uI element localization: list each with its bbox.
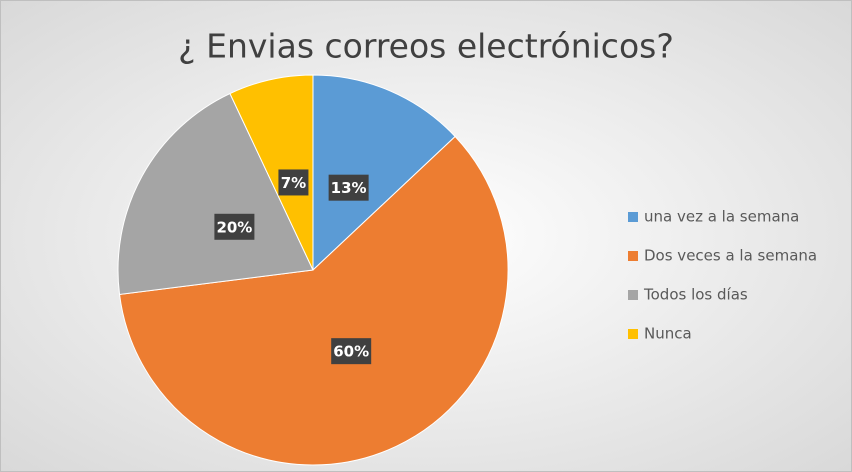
data-label: 60% — [333, 343, 369, 361]
legend-label: Nunca — [644, 325, 692, 343]
legend-label: Dos veces a la semana — [644, 247, 817, 265]
pie-slice — [118, 135, 509, 466]
pie-slice — [229, 74, 314, 271]
legend-swatch — [628, 251, 638, 261]
data-label-box — [328, 174, 369, 201]
data-label: 20% — [216, 218, 252, 236]
legend-swatch — [628, 290, 638, 300]
pie-slice — [117, 92, 314, 295]
legend-swatch — [628, 329, 638, 339]
chart-title: ¿ Envias correos electrónicos? — [178, 27, 674, 66]
data-label-box — [214, 213, 255, 240]
legend-label: una vez a la semana — [644, 208, 799, 226]
data-label-box — [278, 169, 309, 196]
pie-slice — [312, 74, 456, 272]
data-label-box — [331, 338, 372, 365]
legend-label: Todos los días — [643, 286, 748, 304]
data-label: 7% — [281, 174, 306, 192]
legend-swatch — [628, 212, 638, 222]
data-label: 13% — [331, 179, 367, 197]
